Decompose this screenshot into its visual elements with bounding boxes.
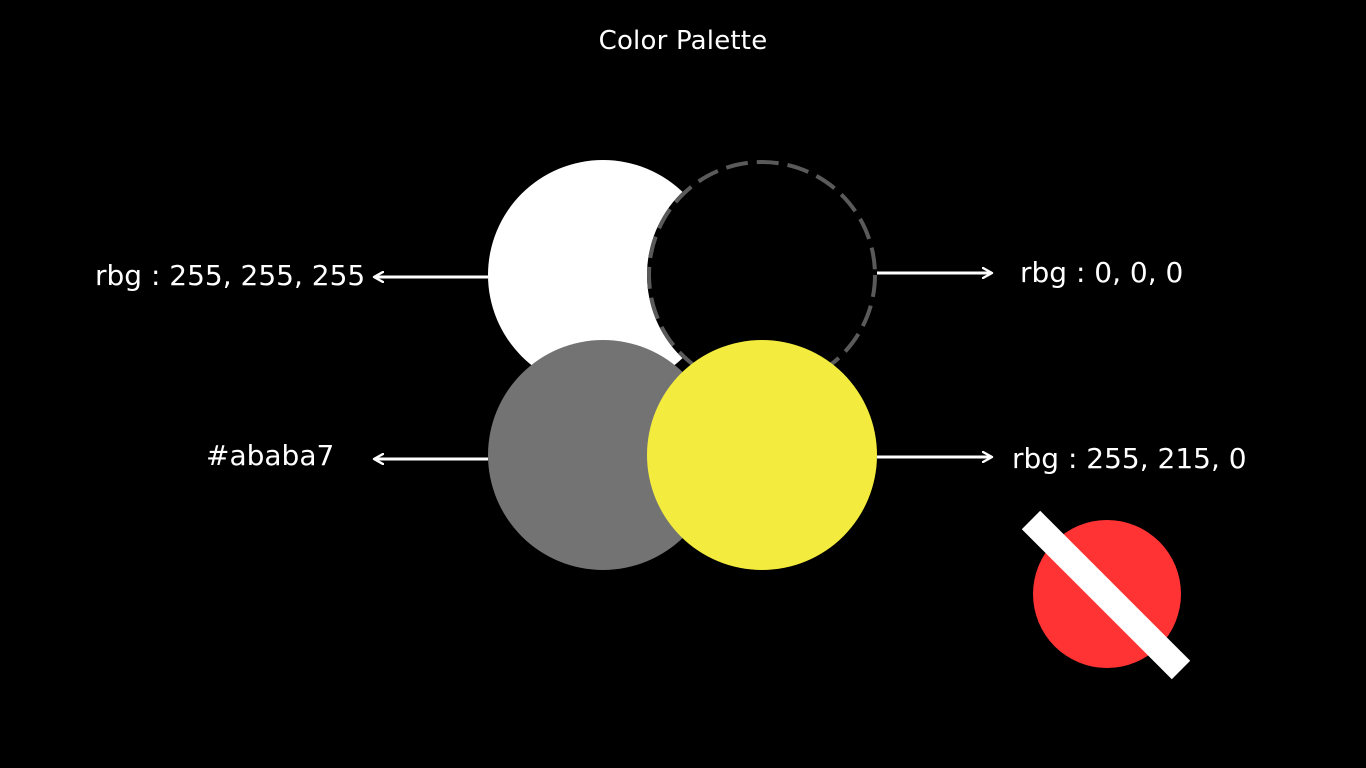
gray-color-label: #ababa7	[206, 439, 335, 472]
yellow-color-label: rbg : 255, 215, 0	[1012, 442, 1247, 475]
gray-swatch	[488, 340, 718, 570]
page-title: Color Palette	[598, 26, 768, 56]
black-color-label: rbg : 0, 0, 0	[1020, 256, 1184, 289]
no-sign-icon	[1021, 510, 1191, 680]
white-color-label: rbg : 255, 255, 255	[95, 259, 366, 292]
white-swatch	[488, 160, 718, 390]
black-swatch-outline	[647, 160, 877, 390]
yellow-swatch	[647, 340, 877, 570]
black-swatch	[647, 160, 877, 390]
